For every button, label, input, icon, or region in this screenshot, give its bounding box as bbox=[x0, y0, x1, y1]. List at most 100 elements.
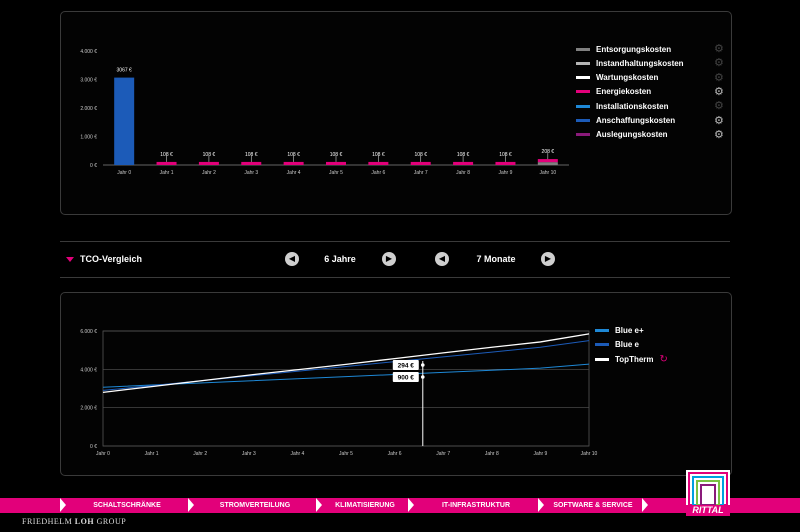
chevron-separator-icon bbox=[60, 498, 66, 512]
y-tick-label: 2.000 € bbox=[80, 406, 97, 412]
bar-value-label: 108 € bbox=[414, 152, 427, 158]
triangle-down-icon bbox=[66, 256, 74, 262]
rittal-logo[interactable]: RITTAL bbox=[686, 470, 730, 516]
legend-row: Installationskosten ⚙ bbox=[576, 100, 736, 112]
x-tick-label: Jahr 6 bbox=[371, 170, 385, 176]
bar-value-label: 108 € bbox=[203, 152, 216, 158]
bar-value-label: 108 € bbox=[457, 152, 470, 158]
legend-label: Entsorgungskosten bbox=[596, 44, 672, 54]
tco-legend: Blue e+ Blue e TopTherm ↻ bbox=[595, 324, 725, 368]
legend-row: Energiekosten ⚙ bbox=[576, 86, 736, 98]
legend-row: Blue e+ bbox=[595, 324, 715, 336]
bar-segment bbox=[410, 161, 431, 165]
gear-icon[interactable]: ⚙ bbox=[714, 85, 724, 98]
bar-value-label: 108 € bbox=[372, 152, 385, 158]
chevron-left-icon: ◀ bbox=[288, 254, 296, 263]
years-next-button[interactable]: ▶ bbox=[382, 252, 396, 266]
x-tick-label: Jahr 9 bbox=[533, 451, 547, 457]
nav-klimatisierung[interactable]: KLIMATISIERUNG bbox=[335, 502, 395, 509]
x-tick-label: Jahr 8 bbox=[485, 451, 499, 457]
months-next-button[interactable]: ▶ bbox=[541, 252, 555, 266]
x-tick-label: Jahr 10 bbox=[539, 170, 556, 176]
cost-chart-panel: 4.000 € 3.000 € 2.000 € 1.000 € 0 € 3067 € Jah… bbox=[60, 11, 732, 215]
x-tick-label: Jahr 3 bbox=[244, 170, 258, 176]
tco-toggle[interactable]: TCO-Vergleich bbox=[66, 254, 142, 264]
y-tick-label: 4.000 € bbox=[80, 49, 97, 55]
gear-icon[interactable]: ⚙ bbox=[714, 71, 724, 84]
gear-icon[interactable]: ⚙ bbox=[714, 100, 724, 113]
legend-swatch bbox=[595, 328, 609, 332]
chevron-separator-icon bbox=[408, 498, 414, 512]
bar-segment bbox=[156, 161, 177, 165]
x-tick-label: Jahr 4 bbox=[287, 170, 301, 176]
series-line bbox=[102, 363, 590, 388]
years-prev-button[interactable]: ◀ bbox=[285, 252, 299, 266]
legend-row: Wartungskosten ⚙ bbox=[576, 72, 736, 84]
months-prev-button[interactable]: ◀ bbox=[435, 252, 449, 266]
tco-comparison-bar: TCO-Vergleich ◀ 6 Jahre ▶ ◀ 7 Monate ▶ bbox=[60, 244, 730, 277]
bar-value-label: 108 € bbox=[245, 152, 258, 158]
bar-segment bbox=[241, 161, 262, 165]
nav-stromverteilung[interactable]: STROMVERTEILUNG bbox=[219, 502, 291, 509]
x-tick-label: Jahr 7 bbox=[436, 451, 450, 457]
separator-top bbox=[60, 241, 730, 242]
x-tick-label: Jahr 0 bbox=[96, 451, 110, 457]
chevron-separator-icon bbox=[538, 498, 544, 512]
bar-value-label: 108 € bbox=[330, 152, 343, 158]
nav-software-service[interactable]: SOFTWARE & SERVICE bbox=[553, 502, 633, 509]
chevron-left-icon: ◀ bbox=[438, 254, 446, 263]
legend-label: Energiekosten bbox=[596, 87, 652, 97]
brand-text-c: GROUP bbox=[96, 517, 127, 526]
nav-it-infrastruktur[interactable]: IT-INFRASTRUKTUR bbox=[441, 502, 511, 509]
legend-label: Blue e bbox=[615, 340, 640, 349]
gear-icon[interactable]: ⚙ bbox=[714, 57, 724, 70]
months-value: 7 Monate bbox=[476, 254, 516, 264]
y-tick-label: 0 € bbox=[90, 444, 97, 450]
legend-label: Auslegungskosten bbox=[596, 130, 668, 140]
y-tick-label: 6.000 € bbox=[80, 329, 97, 335]
legend-row: Instandhaltungskosten ⚙ bbox=[576, 57, 736, 69]
bar-segment bbox=[453, 161, 474, 165]
x-tick-label: Jahr 3 bbox=[242, 451, 256, 457]
x-tick-label: Jahr 2 bbox=[202, 170, 216, 176]
bar-segment bbox=[537, 162, 558, 165]
x-tick-label: Jahr 5 bbox=[329, 170, 343, 176]
tco-line-chart: 6.000 € 4.000 € 2.000 € 0 €Jahr 0 Jahr 1 Jahr… bbox=[80, 329, 598, 457]
gear-icon[interactable]: ⚙ bbox=[714, 128, 724, 141]
legend-row: Entsorgungskosten ⚙ bbox=[576, 43, 736, 55]
bar-value-label: 3067 € bbox=[117, 68, 133, 74]
chevron-separator-icon bbox=[316, 498, 322, 512]
legend-label: Instandhaltungskosten bbox=[596, 58, 684, 68]
x-tick-label: Jahr 2 bbox=[193, 451, 207, 457]
legend-swatch bbox=[576, 90, 590, 94]
marker-label-bg bbox=[392, 372, 419, 382]
nav-schaltschraenke[interactable]: SCHALTSCHRÄNKE bbox=[93, 502, 161, 509]
brand-text-a: FRIEDHELM bbox=[22, 517, 73, 526]
brand-footer: FRIEDHELM LOH GROUP bbox=[22, 517, 126, 526]
bar-value-label: 108 € bbox=[499, 152, 512, 158]
chevron-right-icon: ▶ bbox=[544, 254, 552, 263]
x-tick-label: Jahr 10 bbox=[581, 451, 598, 457]
marker-label-bg bbox=[392, 360, 419, 370]
legend-label: TopTherm bbox=[615, 354, 654, 364]
legend-row: TopTherm ↻ bbox=[595, 353, 715, 365]
series-line bbox=[102, 333, 590, 393]
legend-swatch bbox=[576, 119, 590, 122]
logo-text: RITTAL bbox=[686, 505, 730, 516]
plot-border bbox=[102, 330, 590, 447]
y-tick-label: 4.000 € bbox=[80, 367, 97, 373]
legend-swatch bbox=[576, 104, 590, 108]
x-tick-label: Jahr 5 bbox=[339, 451, 353, 457]
chevron-right-icon: ▶ bbox=[385, 254, 393, 263]
footer-nav: SCHALTSCHRÄNKE STROMVERTEILUNG KLIMATISI… bbox=[0, 498, 800, 513]
y-tick-label: 3.000 € bbox=[80, 78, 97, 84]
logo-stripes-icon bbox=[688, 472, 728, 505]
chevron-separator-icon bbox=[188, 498, 194, 512]
gear-icon[interactable]: ⚙ bbox=[714, 43, 724, 55]
refresh-icon[interactable]: ↻ bbox=[659, 353, 668, 365]
gear-icon[interactable]: ⚙ bbox=[714, 114, 724, 127]
y-tick-label: 2.000 € bbox=[80, 106, 97, 112]
y-tick-label: 1.000 € bbox=[80, 135, 97, 141]
bar-segment bbox=[283, 161, 304, 165]
x-tick-label: Jahr 6 bbox=[388, 451, 402, 457]
